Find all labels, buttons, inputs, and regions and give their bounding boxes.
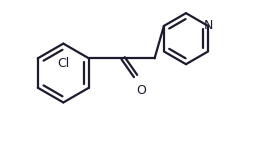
Text: N: N (203, 20, 213, 32)
Text: Cl: Cl (57, 57, 69, 70)
Text: O: O (136, 84, 146, 97)
